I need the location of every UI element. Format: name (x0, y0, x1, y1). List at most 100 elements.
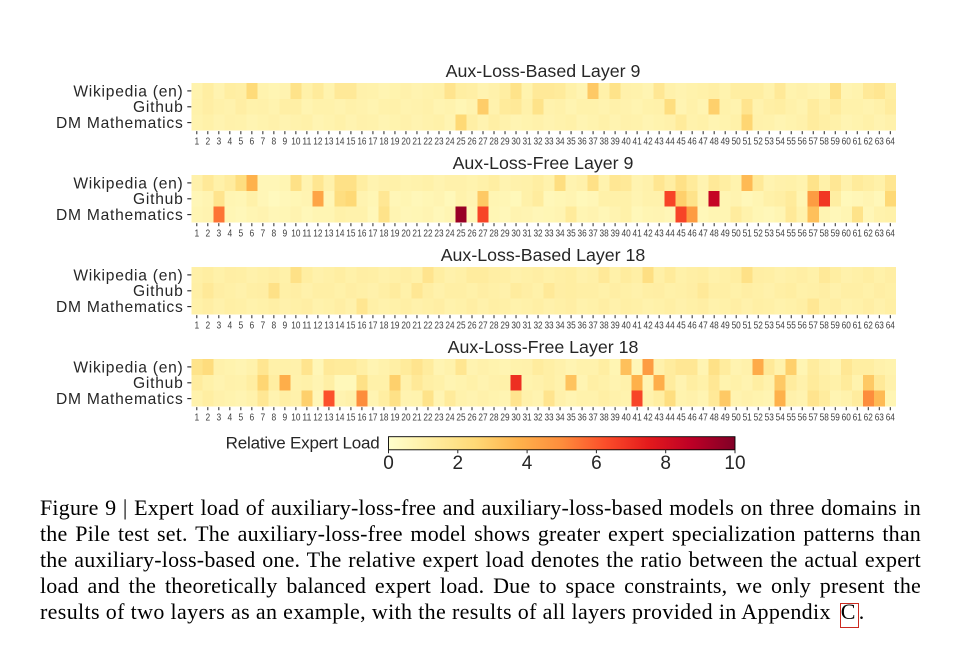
svg-text:46: 46 (688, 321, 697, 332)
svg-text:11: 11 (302, 321, 311, 332)
svg-text:45: 45 (677, 321, 686, 332)
svg-text:55: 55 (787, 413, 796, 424)
svg-text:25: 25 (456, 137, 465, 148)
svg-text:24: 24 (445, 229, 454, 240)
svg-text:12: 12 (313, 137, 322, 148)
svg-text:27: 27 (478, 229, 487, 240)
svg-text:31: 31 (522, 229, 531, 240)
svg-text:35: 35 (566, 229, 575, 240)
svg-text:3: 3 (216, 413, 221, 424)
svg-text:33: 33 (544, 321, 553, 332)
svg-text:61: 61 (853, 137, 862, 148)
svg-text:28: 28 (489, 413, 498, 424)
svg-text:Github: Github (133, 191, 183, 208)
svg-text:40: 40 (622, 137, 631, 148)
svg-text:4: 4 (522, 453, 533, 474)
svg-text:51: 51 (743, 229, 752, 240)
svg-text:53: 53 (765, 413, 774, 424)
svg-text:44: 44 (666, 137, 675, 148)
svg-text:47: 47 (699, 137, 708, 148)
svg-text:32: 32 (533, 137, 542, 148)
svg-text:6: 6 (249, 321, 254, 332)
svg-text:39: 39 (611, 321, 620, 332)
svg-text:56: 56 (798, 229, 807, 240)
svg-text:60: 60 (842, 413, 851, 424)
svg-text:43: 43 (655, 321, 664, 332)
svg-text:15: 15 (346, 321, 355, 332)
svg-text:30: 30 (511, 229, 520, 240)
svg-text:60: 60 (842, 321, 851, 332)
svg-text:28: 28 (489, 229, 498, 240)
svg-text:16: 16 (357, 137, 366, 148)
svg-text:61: 61 (853, 321, 862, 332)
svg-text:58: 58 (820, 321, 829, 332)
svg-text:27: 27 (478, 321, 487, 332)
svg-text:52: 52 (754, 229, 763, 240)
svg-text:Aux-Loss-Free Layer 18: Aux-Loss-Free Layer 18 (448, 337, 639, 357)
svg-text:21: 21 (412, 229, 421, 240)
svg-text:26: 26 (467, 229, 476, 240)
svg-text:57: 57 (809, 321, 818, 332)
svg-text:41: 41 (633, 229, 642, 240)
svg-text:62: 62 (864, 321, 873, 332)
svg-text:16: 16 (357, 229, 366, 240)
svg-text:DM Mathematics: DM Mathematics (56, 391, 183, 408)
svg-text:50: 50 (732, 413, 741, 424)
svg-text:31: 31 (522, 413, 531, 424)
svg-text:16: 16 (357, 321, 366, 332)
svg-text:51: 51 (743, 413, 752, 424)
svg-text:Aux-Loss-Free Layer 9: Aux-Loss-Free Layer 9 (453, 153, 634, 173)
svg-text:4: 4 (227, 137, 232, 148)
svg-text:6: 6 (591, 453, 602, 474)
svg-text:25: 25 (456, 321, 465, 332)
svg-text:19: 19 (390, 413, 399, 424)
svg-text:2: 2 (205, 321, 210, 332)
svg-text:37: 37 (588, 229, 597, 240)
svg-text:47: 47 (699, 321, 708, 332)
svg-text:22: 22 (423, 321, 432, 332)
svg-text:63: 63 (875, 229, 884, 240)
svg-text:15: 15 (346, 413, 355, 424)
svg-text:9: 9 (283, 137, 288, 148)
svg-text:14: 14 (335, 413, 344, 424)
svg-text:40: 40 (622, 413, 631, 424)
svg-text:54: 54 (776, 137, 785, 148)
svg-text:49: 49 (721, 321, 730, 332)
svg-text:7: 7 (261, 321, 266, 332)
svg-text:55: 55 (787, 137, 796, 148)
svg-text:8: 8 (272, 413, 277, 424)
svg-text:9: 9 (283, 229, 288, 240)
svg-text:10: 10 (291, 413, 300, 424)
svg-text:30: 30 (511, 321, 520, 332)
svg-text:62: 62 (864, 137, 873, 148)
svg-text:2: 2 (205, 229, 210, 240)
svg-text:50: 50 (732, 137, 741, 148)
svg-text:28: 28 (489, 321, 498, 332)
svg-text:46: 46 (688, 413, 697, 424)
svg-text:56: 56 (798, 137, 807, 148)
svg-text:5: 5 (238, 321, 243, 332)
svg-text:36: 36 (577, 413, 586, 424)
svg-text:5: 5 (238, 413, 243, 424)
svg-text:60: 60 (842, 137, 851, 148)
svg-text:48: 48 (710, 413, 719, 424)
svg-text:Wikipedia (en): Wikipedia (en) (73, 359, 183, 376)
svg-text:49: 49 (721, 229, 730, 240)
svg-text:8: 8 (272, 229, 277, 240)
svg-text:6: 6 (249, 413, 254, 424)
svg-text:24: 24 (445, 137, 454, 148)
svg-text:28: 28 (489, 137, 498, 148)
svg-text:19: 19 (390, 229, 399, 240)
svg-text:35: 35 (566, 321, 575, 332)
svg-text:11: 11 (302, 413, 311, 424)
svg-text:4: 4 (227, 413, 232, 424)
svg-text:64: 64 (886, 137, 895, 148)
svg-text:19: 19 (390, 137, 399, 148)
svg-text:18: 18 (379, 321, 388, 332)
svg-text:39: 39 (611, 229, 620, 240)
svg-text:22: 22 (423, 229, 432, 240)
svg-text:48: 48 (710, 229, 719, 240)
svg-text:17: 17 (368, 137, 377, 148)
svg-text:2: 2 (453, 453, 464, 474)
svg-text:8: 8 (272, 321, 277, 332)
